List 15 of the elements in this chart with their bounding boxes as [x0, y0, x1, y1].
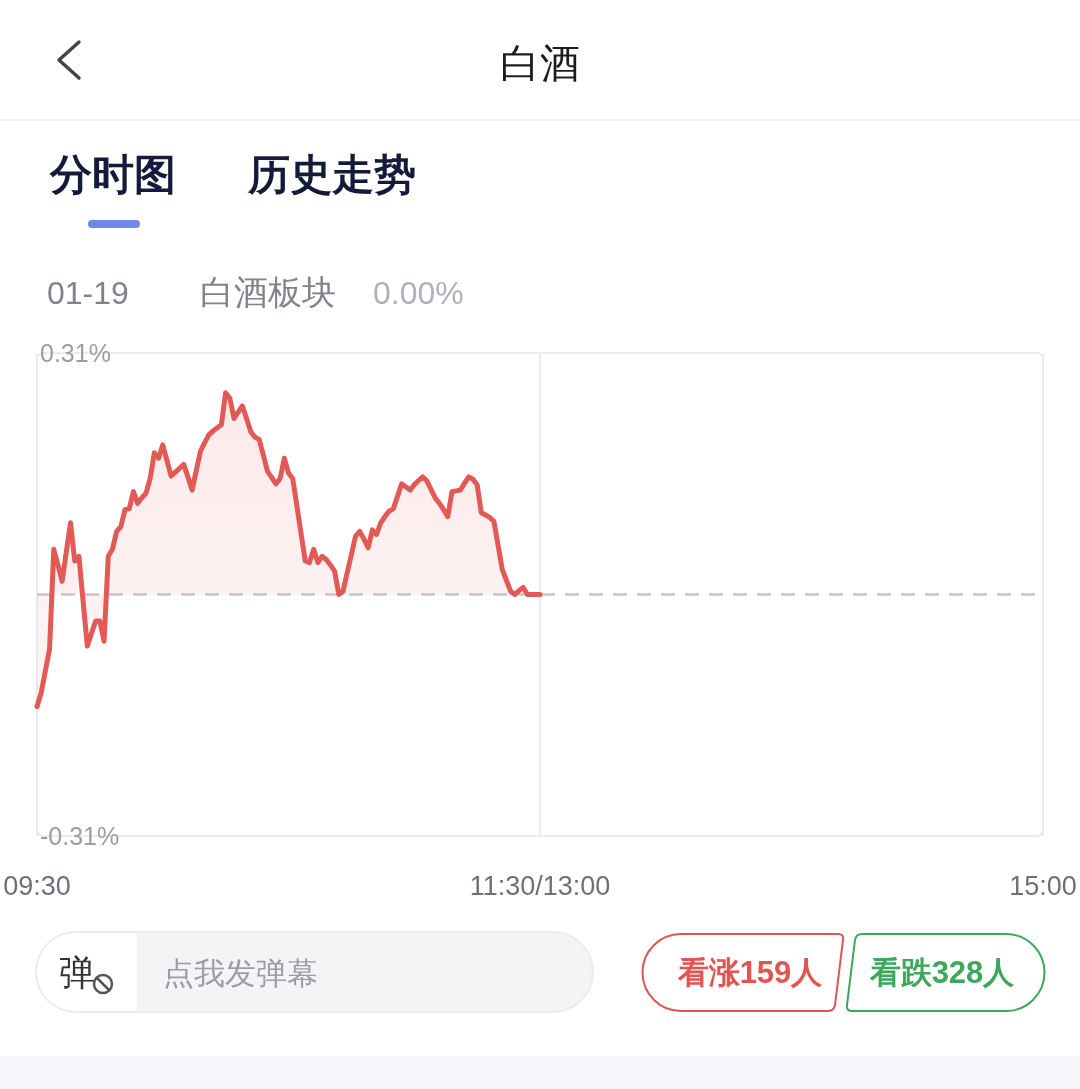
x-tick-label: 15:00 — [1009, 871, 1077, 901]
y-tick-label: -0.31% — [40, 822, 120, 850]
bearish-count-label: 看跌328人 — [869, 955, 1015, 990]
x-tick-label: 09:30 — [3, 871, 71, 901]
bullish-count-label: 看涨159人 — [677, 955, 823, 990]
sector-change: 0.00% — [373, 275, 464, 311]
date: 01-19 — [47, 275, 129, 311]
tab-intraday: 分时图 — [50, 151, 176, 198]
y-tick-label: 0.31% — [40, 339, 111, 367]
danmaku-placeholder-text: 点我发弹幕 — [163, 956, 318, 991]
sector-name: 白酒板块 — [200, 273, 336, 311]
tab-history: 历史走势 — [248, 151, 416, 198]
title: 白酒 — [500, 41, 580, 85]
x-tick-label: 11:30/13:00 — [469, 871, 611, 901]
danmaku-toggle-label: 弹 — [59, 952, 95, 993]
